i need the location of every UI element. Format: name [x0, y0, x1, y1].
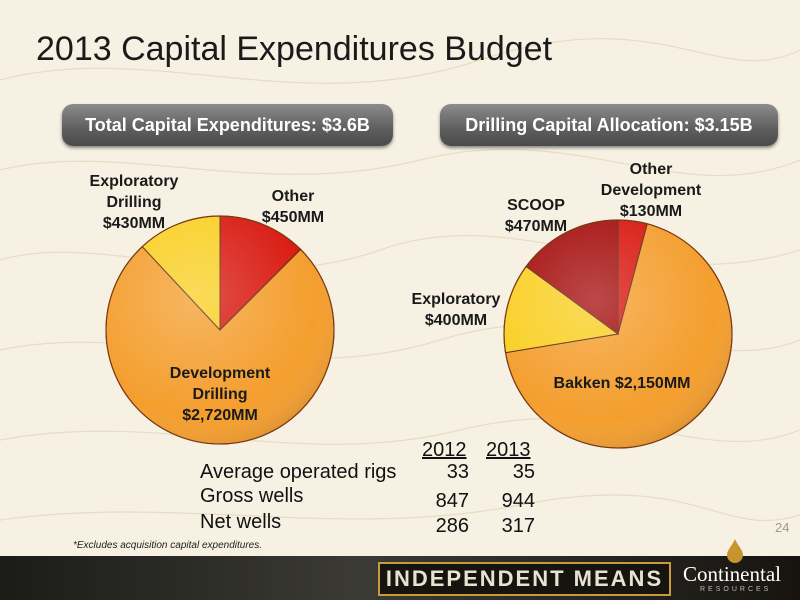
label-other-development: Other Development $130MM	[586, 159, 716, 222]
label-other: Other $450MM	[248, 186, 338, 228]
row-label-net-wells: Net wells	[200, 511, 282, 533]
label-bakken: Bakken $2,150MM	[553, 375, 691, 392]
value-gross-2012: 847	[435, 490, 469, 512]
label-expl-line2: Drilling	[106, 194, 162, 211]
row-label-gross-wells: Gross wells	[200, 485, 304, 507]
label-dev-line1: Development	[169, 365, 271, 382]
drilling-pie-shading	[503, 219, 733, 449]
label-expl-value: $430MM	[102, 215, 166, 232]
page-number: 24	[775, 520, 790, 535]
label-otherdev-value: $130MM	[619, 203, 683, 220]
company-logo-subtext: RESOURCES	[700, 586, 772, 593]
company-logo-text: Continental	[683, 562, 781, 586]
label-scoop-name: SCOOP	[507, 197, 565, 214]
page-title: 2013 Capital Expenditures Budget	[36, 30, 553, 68]
year-header-2013: 2013	[486, 439, 531, 461]
value-net-2012: 286	[435, 515, 469, 537]
value-rigs-2013: 35	[512, 461, 535, 483]
total-capex-pie-chart	[105, 215, 335, 445]
label-development-drilling: Development Drilling $2,720MM	[140, 363, 300, 426]
label-exploratory: Exploratory $400MM	[398, 289, 514, 331]
label-dev-line2: Drilling	[192, 386, 248, 403]
value-gross-2013: 944	[501, 490, 535, 512]
label-exploratory-drilling: Exploratory Drilling $430MM	[77, 171, 191, 234]
label-otherdev-line2: Development	[600, 182, 702, 199]
capex-pie-shading	[105, 215, 335, 445]
label-other-value: $450MM	[261, 209, 325, 226]
label-scoop-value: $470MM	[504, 218, 568, 235]
footnote: *Excludes acquisition capital expenditur…	[73, 540, 262, 551]
drilling-allocation-banner: Drilling Capital Allocation: $3.15B	[440, 104, 778, 146]
value-rigs-2012: 33	[446, 461, 469, 483]
label-expl-line1: Exploratory	[89, 173, 179, 190]
independent-means-banner: INDEPENDENT MEANS	[378, 562, 671, 596]
label-exploratory-value: $400MM	[424, 312, 488, 329]
row-label-rigs: Average operated rigs	[200, 461, 397, 483]
label-other-name: Other	[271, 188, 315, 205]
year-header-2012: 2012	[422, 439, 467, 461]
label-exploratory-name: Exploratory	[411, 291, 501, 308]
label-dev-value: $2,720MM	[182, 407, 258, 424]
oil-drop-icon	[727, 539, 743, 563]
total-capex-banner: Total Capital Expenditures: $3.6B	[62, 104, 393, 146]
label-scoop: SCOOP $470MM	[488, 195, 584, 237]
label-otherdev-line1: Other	[629, 161, 673, 178]
drilling-allocation-pie-chart	[503, 219, 733, 449]
value-net-2013: 317	[501, 515, 535, 537]
